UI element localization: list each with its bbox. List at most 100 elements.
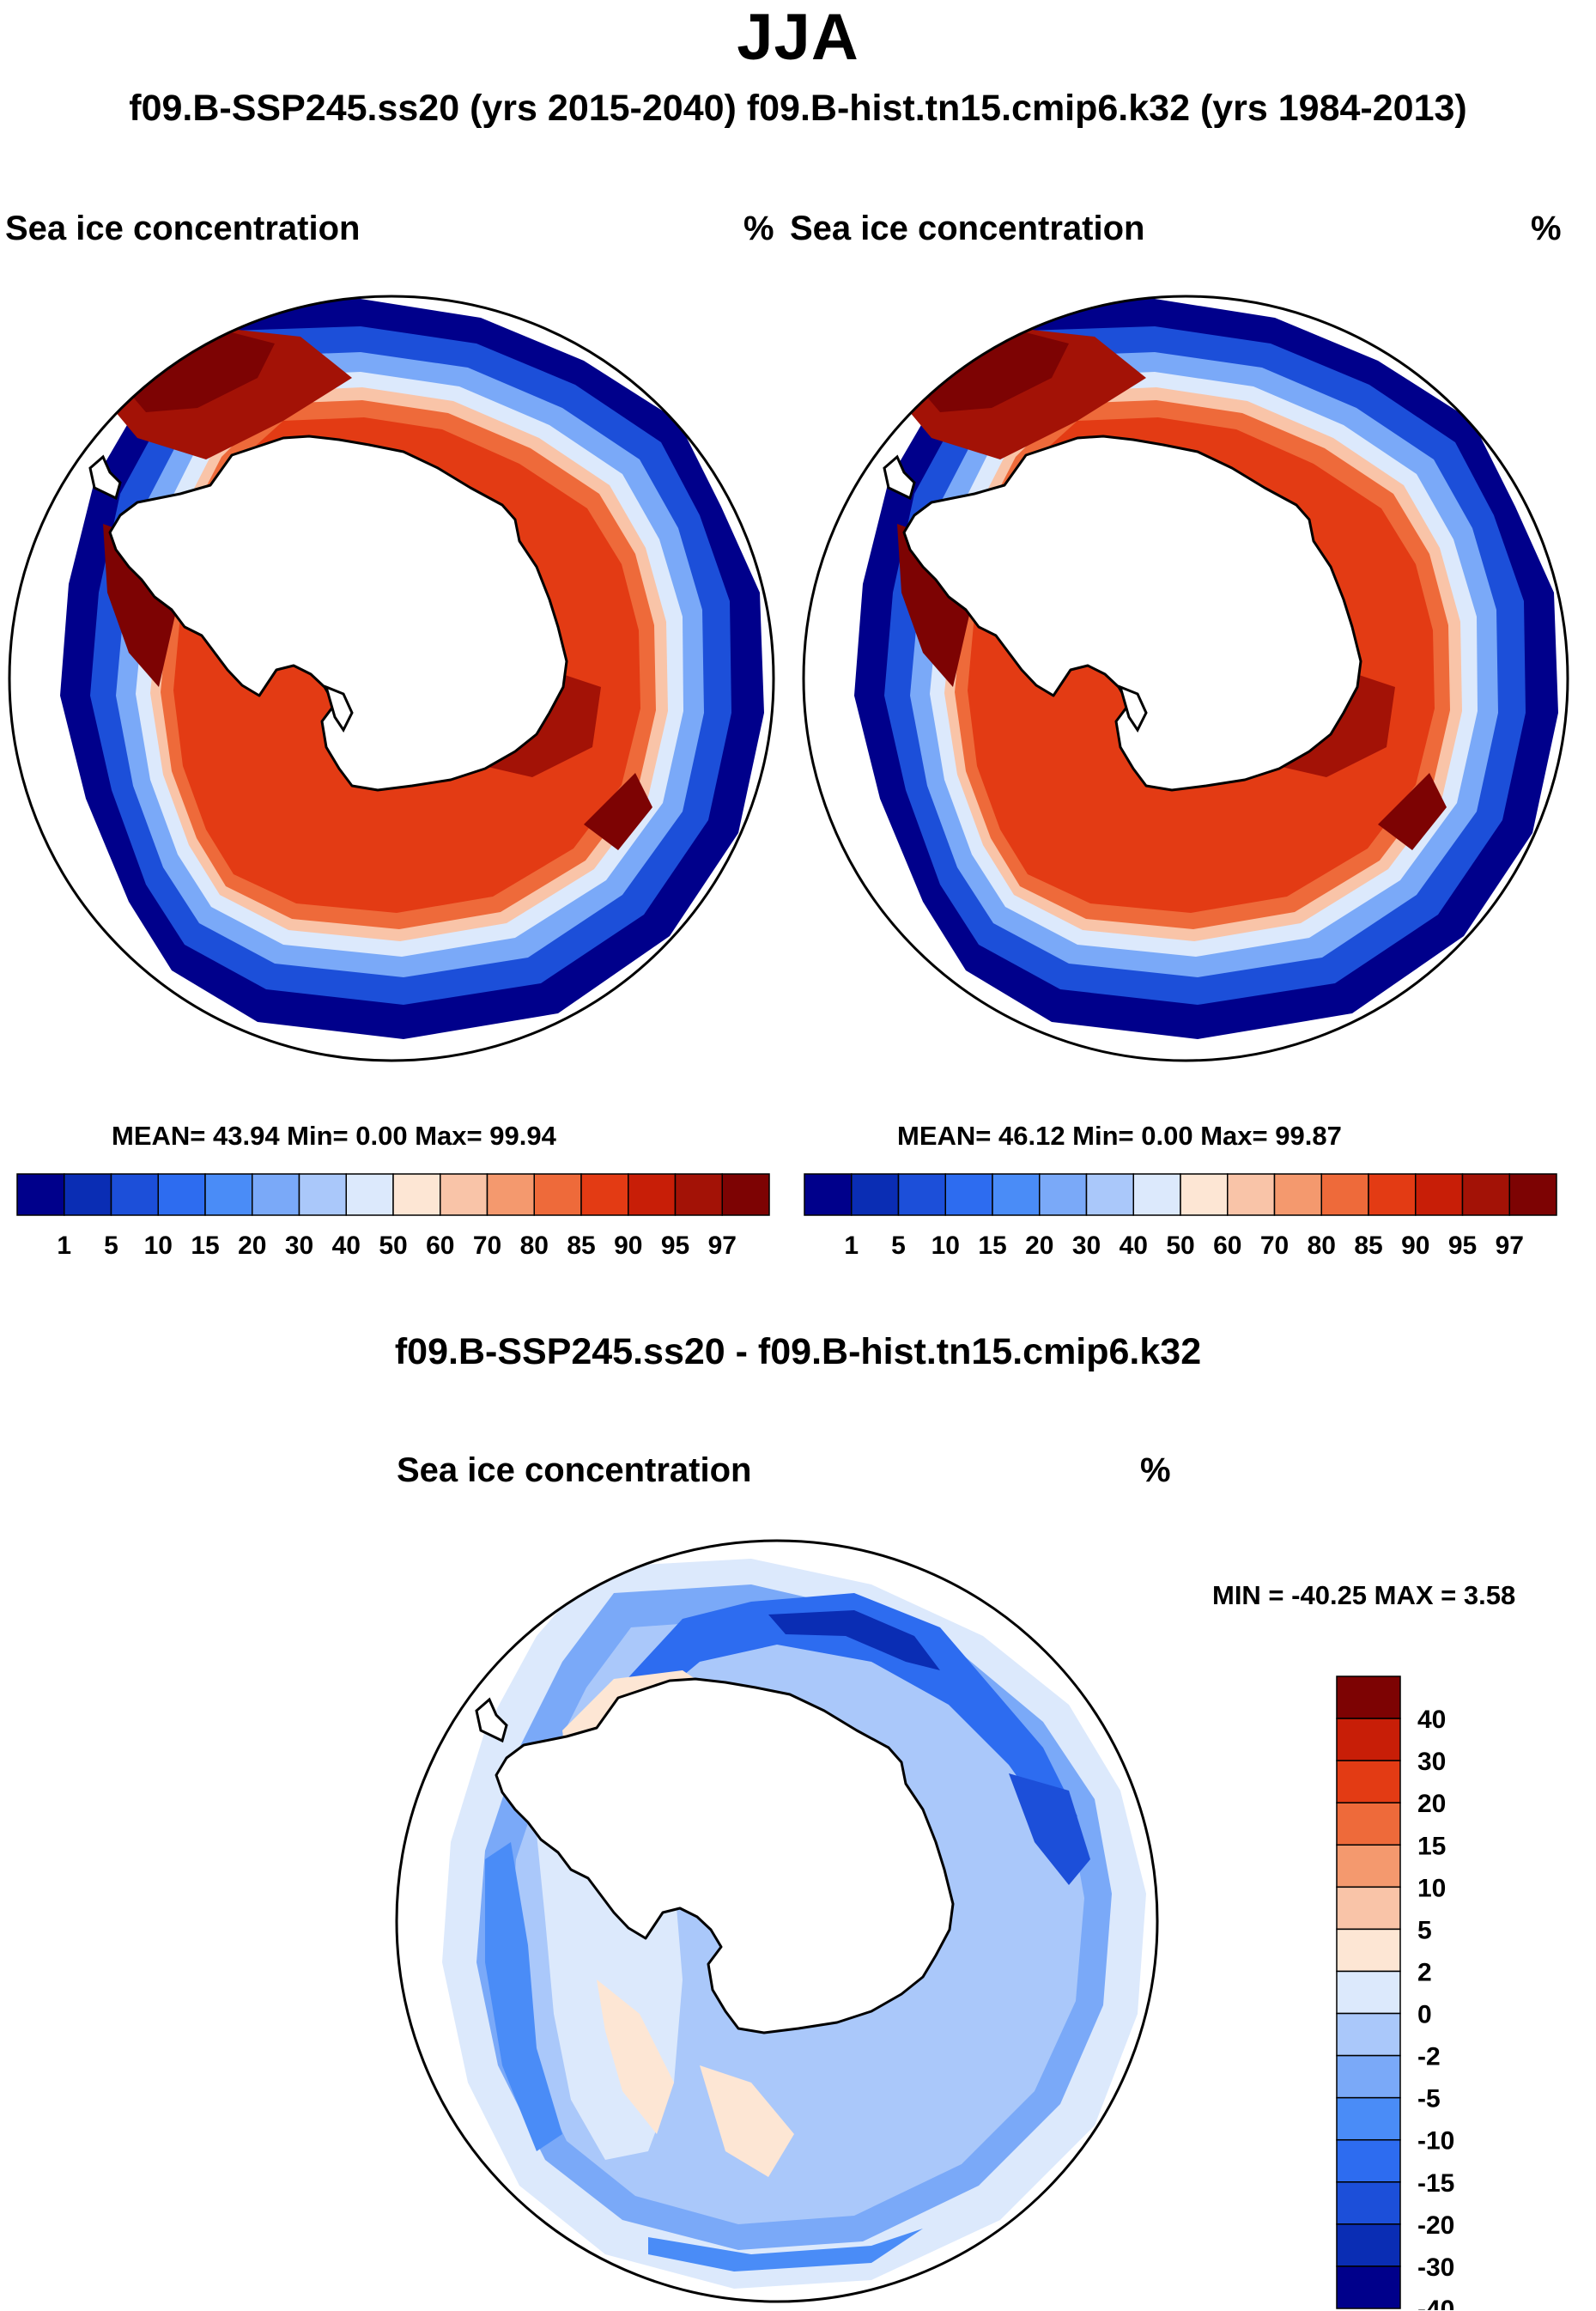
diff-stats: MIN = -40.25 MAX = 3.58 bbox=[1212, 1580, 1516, 1610]
left-panel-units: % bbox=[743, 210, 774, 247]
left-colorbar-swatch bbox=[110, 1173, 159, 1216]
diff-panel-units: % bbox=[1140, 1451, 1171, 1489]
diff-colorbar-swatch bbox=[1336, 2096, 1401, 2141]
right-colorbar-swatch bbox=[1132, 1173, 1181, 1216]
right-colorbar-swatch bbox=[1368, 1173, 1417, 1216]
left-colorbar-tick-label: 60 bbox=[426, 1232, 454, 1260]
right-colorbar-swatch bbox=[1508, 1173, 1557, 1216]
difference-polar-map bbox=[395, 1539, 1159, 2303]
diff-colorbar-swatch bbox=[1336, 1886, 1401, 1931]
right-panel-units: % bbox=[1531, 210, 1562, 247]
left-colorbar-tick-label: 85 bbox=[567, 1232, 595, 1260]
diff-colorbar-swatch bbox=[1336, 2138, 1401, 2183]
right-colorbar-tick-label: 5 bbox=[891, 1232, 906, 1260]
right-colorbar-tick-label: 40 bbox=[1120, 1232, 1148, 1260]
right-panel-stats: MEAN= 46.12 Min= 0.00 Max= 99.87 bbox=[897, 1121, 1342, 1151]
right-colorbar-swatch bbox=[804, 1173, 853, 1216]
left-colorbar-swatch bbox=[721, 1173, 770, 1216]
right-colorbar-tick-label: 15 bbox=[978, 1232, 1006, 1260]
diff-colorbar-tick-label: 30 bbox=[1417, 1748, 1446, 1776]
diff-colorbar-swatch bbox=[1336, 1970, 1401, 2015]
right-colorbar-tick-label: 95 bbox=[1448, 1232, 1477, 1260]
left-colorbar-tick-label: 50 bbox=[379, 1232, 407, 1260]
diff-colorbar-swatch bbox=[1336, 1675, 1401, 1719]
left-polar-map bbox=[8, 295, 775, 1062]
right-panel-label: Sea ice concentration bbox=[790, 210, 1145, 247]
left-panel-label: Sea ice concentration bbox=[5, 210, 361, 247]
left-colorbar-swatch bbox=[157, 1173, 206, 1216]
diff-panel-label: Sea ice concentration bbox=[397, 1451, 752, 1489]
left-colorbar-swatch bbox=[345, 1173, 394, 1216]
diff-colorbar-swatch bbox=[1336, 2181, 1401, 2225]
right-colorbar-tick-label: 50 bbox=[1166, 1232, 1194, 1260]
right-colorbar: 1 5 10 15 20 30 40 50 60 70 80 85 90 95 97 bbox=[804, 1173, 1557, 1260]
left-colorbar-tick-label: 95 bbox=[661, 1232, 689, 1260]
left-colorbar-swatch bbox=[486, 1173, 535, 1216]
right-polar-map bbox=[802, 295, 1569, 1062]
right-colorbar-swatch bbox=[944, 1173, 993, 1216]
right-colorbar-tick-label: 80 bbox=[1308, 1232, 1336, 1260]
diff-colorbar-tick-label: 40 bbox=[1417, 1706, 1446, 1734]
right-colorbar-tick-label: 30 bbox=[1072, 1232, 1101, 1260]
diff-colorbar-tick-label: -40 bbox=[1417, 2296, 1454, 2310]
diff-colorbar-swatch bbox=[1336, 1844, 1401, 1888]
left-colorbar-tick-label: 40 bbox=[332, 1232, 361, 1260]
right-colorbar-swatch bbox=[897, 1173, 946, 1216]
right-colorbar-swatch bbox=[1085, 1173, 1134, 1216]
left-colorbar-swatch bbox=[298, 1173, 347, 1216]
diff-colorbar-swatch bbox=[1336, 2054, 1401, 2099]
right-colorbar-swatch bbox=[1415, 1173, 1464, 1216]
diff-colorbar-tick-label: -20 bbox=[1417, 2211, 1454, 2240]
left-colorbar-swatch bbox=[674, 1173, 723, 1216]
left-colorbar-tick-label: 20 bbox=[238, 1232, 266, 1260]
diff-colorbar-swatch bbox=[1336, 1718, 1401, 1761]
diff-colorbar-tick-label: 20 bbox=[1417, 1790, 1446, 1818]
left-colorbar-swatch bbox=[392, 1173, 441, 1216]
diff-colorbar-tick-label: 5 bbox=[1417, 1916, 1432, 1944]
left-colorbar-swatch bbox=[16, 1173, 65, 1216]
diff-colorbar-tick-label: -10 bbox=[1417, 2127, 1454, 2156]
diff-colorbar-swatch bbox=[1336, 2265, 1401, 2309]
left-colorbar-tick-label: 80 bbox=[520, 1232, 549, 1260]
left-colorbar-swatch bbox=[252, 1173, 300, 1216]
left-colorbar-tick-label: 15 bbox=[191, 1232, 219, 1260]
diff-colorbar-tick-label: -2 bbox=[1417, 2043, 1441, 2071]
diff-colorbar-tick-label: 15 bbox=[1417, 1832, 1446, 1860]
left-colorbar-swatch bbox=[533, 1173, 582, 1216]
right-colorbar-tick-label: 70 bbox=[1260, 1232, 1289, 1260]
left-colorbar-swatch bbox=[628, 1173, 677, 1216]
right-colorbar-tick-label: 97 bbox=[1496, 1232, 1524, 1260]
left-colorbar-tick-label: 1 bbox=[57, 1232, 71, 1260]
left-colorbar-tick-label: 70 bbox=[473, 1232, 501, 1260]
left-colorbar-tick-label: 5 bbox=[104, 1232, 118, 1260]
right-colorbar-swatch bbox=[992, 1173, 1041, 1216]
diff-colorbar-tick-label: 0 bbox=[1417, 2001, 1432, 2029]
diff-colorbar-swatch bbox=[1336, 2223, 1401, 2267]
diff-colorbar-tick-label: -30 bbox=[1417, 2253, 1454, 2282]
figure-title: JJA bbox=[737, 1, 859, 74]
left-colorbar-swatch bbox=[64, 1173, 112, 1216]
right-colorbar-swatch bbox=[1461, 1173, 1510, 1216]
right-colorbar-tick-label: 90 bbox=[1401, 1232, 1429, 1260]
right-colorbar-swatch bbox=[1227, 1173, 1276, 1216]
left-colorbar-tick-label: 97 bbox=[708, 1232, 737, 1260]
right-colorbar-swatch bbox=[851, 1173, 900, 1216]
right-colorbar-tick-label: 60 bbox=[1213, 1232, 1241, 1260]
left-panel-stats: MEAN= 43.94 Min= 0.00 Max= 99.94 bbox=[112, 1121, 556, 1151]
diff-colorbar-tick-label: 10 bbox=[1417, 1874, 1446, 1902]
diff-colorbar-tick-label: 2 bbox=[1417, 1958, 1432, 1986]
left-colorbar: 1 5 10 15 20 30 40 50 60 70 80 85 90 95 97 bbox=[16, 1173, 770, 1260]
left-colorbar-swatch bbox=[440, 1173, 489, 1216]
diff-colorbar-swatch bbox=[1336, 1802, 1401, 1846]
right-colorbar-swatch bbox=[1180, 1173, 1229, 1216]
difference-title: f09.B-SSP245.ss20 - f09.B-hist.tn15.cmip… bbox=[394, 1331, 1202, 1372]
right-colorbar-swatch bbox=[1039, 1173, 1088, 1216]
figure-subtitle: f09.B-SSP245.ss20 (yrs 2015-2040) f09.B-… bbox=[129, 88, 1467, 129]
diff-colorbar-swatch bbox=[1336, 2012, 1401, 2057]
diff-colorbar-swatch bbox=[1336, 1928, 1401, 1973]
right-colorbar-swatch bbox=[1273, 1173, 1322, 1216]
diff-colorbar-tick-label: -5 bbox=[1417, 2085, 1441, 2113]
right-colorbar-tick-label: 1 bbox=[844, 1232, 859, 1260]
right-colorbar-swatch bbox=[1320, 1173, 1369, 1216]
